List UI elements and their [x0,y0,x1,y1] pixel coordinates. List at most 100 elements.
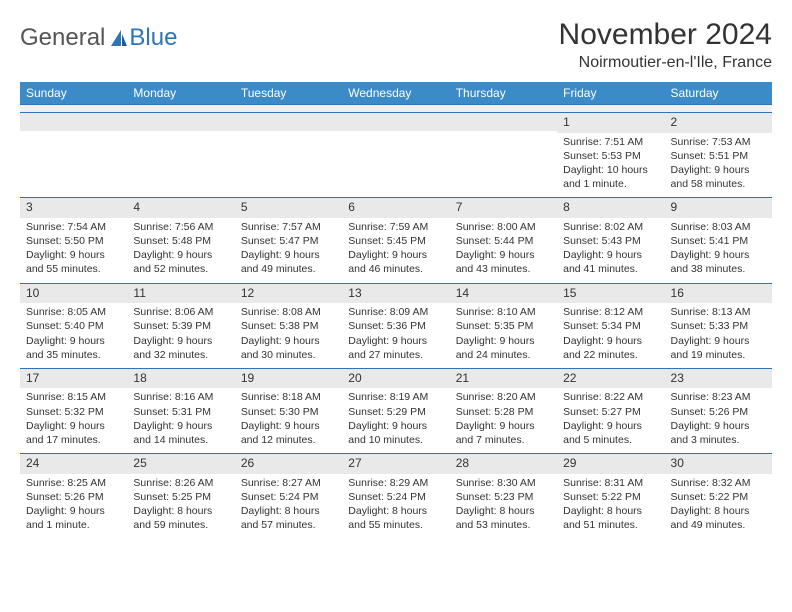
daylight-text: Daylight: 8 hours and 49 minutes. [671,504,766,532]
day-cell: 19Sunrise: 8:18 AMSunset: 5:30 PMDayligh… [235,368,342,453]
day-details: Sunrise: 8:27 AMSunset: 5:24 PMDaylight:… [235,474,342,539]
day-details: Sunrise: 7:57 AMSunset: 5:47 PMDaylight:… [235,218,342,283]
day-details [20,131,127,185]
day-number: 13 [342,284,449,304]
day-cell: 20Sunrise: 8:19 AMSunset: 5:29 PMDayligh… [342,368,449,453]
week-row: 1Sunrise: 7:51 AMSunset: 5:53 PMDaylight… [20,113,772,198]
sunrise-text: Sunrise: 8:30 AM [456,476,551,490]
daylight-text: Daylight: 9 hours and 30 minutes. [241,334,336,362]
sunrise-text: Sunrise: 8:00 AM [456,220,551,234]
sunrise-text: Sunrise: 8:15 AM [26,390,121,404]
day-cell: 1Sunrise: 7:51 AMSunset: 5:53 PMDaylight… [557,113,664,198]
sunrise-text: Sunrise: 8:27 AM [241,476,336,490]
day-details: Sunrise: 8:26 AMSunset: 5:25 PMDaylight:… [127,474,234,539]
sunrise-text: Sunrise: 8:23 AM [671,390,766,404]
day-cell: 28Sunrise: 8:30 AMSunset: 5:23 PMDayligh… [450,454,557,539]
day-details: Sunrise: 8:23 AMSunset: 5:26 PMDaylight:… [665,388,772,453]
day-number: 16 [665,284,772,304]
day-details: Sunrise: 8:30 AMSunset: 5:23 PMDaylight:… [450,474,557,539]
title-block: November 2024 Noirmoutier-en-l'Ile, Fran… [559,18,772,72]
day-cell: 30Sunrise: 8:32 AMSunset: 5:22 PMDayligh… [665,454,772,539]
dow-friday: Friday [557,82,664,105]
daylight-text: Daylight: 9 hours and 27 minutes. [348,334,443,362]
day-cell: 25Sunrise: 8:26 AMSunset: 5:25 PMDayligh… [127,454,234,539]
day-details: Sunrise: 8:22 AMSunset: 5:27 PMDaylight:… [557,388,664,453]
week-row: 3Sunrise: 7:54 AMSunset: 5:50 PMDaylight… [20,198,772,283]
sunrise-text: Sunrise: 7:51 AM [563,135,658,149]
brand-part2: Blue [129,24,177,52]
daylight-text: Daylight: 9 hours and 52 minutes. [133,248,228,276]
daylight-text: Daylight: 9 hours and 49 minutes. [241,248,336,276]
sunset-text: Sunset: 5:47 PM [241,234,336,248]
day-cell: 10Sunrise: 8:05 AMSunset: 5:40 PMDayligh… [20,283,127,368]
day-number: 3 [20,198,127,218]
day-of-week-row: Sunday Monday Tuesday Wednesday Thursday… [20,82,772,105]
day-number: 23 [665,369,772,389]
daylight-text: Daylight: 9 hours and 24 minutes. [456,334,551,362]
day-details: Sunrise: 8:32 AMSunset: 5:22 PMDaylight:… [665,474,772,539]
sunset-text: Sunset: 5:44 PM [456,234,551,248]
day-number: 18 [127,369,234,389]
day-cell [20,113,127,198]
day-details: Sunrise: 8:05 AMSunset: 5:40 PMDaylight:… [20,303,127,368]
day-number: 5 [235,198,342,218]
day-number: 26 [235,454,342,474]
day-number: 15 [557,284,664,304]
day-number: 7 [450,198,557,218]
day-details: Sunrise: 8:12 AMSunset: 5:34 PMDaylight:… [557,303,664,368]
day-number: 10 [20,284,127,304]
day-number: 14 [450,284,557,304]
day-cell: 5Sunrise: 7:57 AMSunset: 5:47 PMDaylight… [235,198,342,283]
day-cell: 16Sunrise: 8:13 AMSunset: 5:33 PMDayligh… [665,283,772,368]
day-cell: 21Sunrise: 8:20 AMSunset: 5:28 PMDayligh… [450,368,557,453]
day-number: 8 [557,198,664,218]
day-number: 24 [20,454,127,474]
day-details [127,131,234,185]
week-row: 24Sunrise: 8:25 AMSunset: 5:26 PMDayligh… [20,454,772,539]
sunrise-text: Sunrise: 8:29 AM [348,476,443,490]
daylight-text: Daylight: 9 hours and 22 minutes. [563,334,658,362]
day-number: 25 [127,454,234,474]
day-number: 20 [342,369,449,389]
sunset-text: Sunset: 5:28 PM [456,405,551,419]
daylight-text: Daylight: 9 hours and 41 minutes. [563,248,658,276]
day-number [127,113,234,131]
daylight-text: Daylight: 9 hours and 12 minutes. [241,419,336,447]
daylight-text: Daylight: 9 hours and 58 minutes. [671,163,766,191]
day-cell [127,113,234,198]
day-cell: 3Sunrise: 7:54 AMSunset: 5:50 PMDaylight… [20,198,127,283]
day-number: 21 [450,369,557,389]
calendar-table: Sunday Monday Tuesday Wednesday Thursday… [20,82,772,538]
sunset-text: Sunset: 5:23 PM [456,490,551,504]
daylight-text: Daylight: 8 hours and 55 minutes. [348,504,443,532]
sunset-text: Sunset: 5:31 PM [133,405,228,419]
sunrise-text: Sunrise: 8:10 AM [456,305,551,319]
day-cell: 23Sunrise: 8:23 AMSunset: 5:26 PMDayligh… [665,368,772,453]
sunset-text: Sunset: 5:45 PM [348,234,443,248]
day-number: 22 [557,369,664,389]
dow-monday: Monday [127,82,234,105]
sunrise-text: Sunrise: 7:59 AM [348,220,443,234]
day-cell: 22Sunrise: 8:22 AMSunset: 5:27 PMDayligh… [557,368,664,453]
day-details: Sunrise: 8:13 AMSunset: 5:33 PMDaylight:… [665,303,772,368]
daylight-text: Daylight: 9 hours and 35 minutes. [26,334,121,362]
sunset-text: Sunset: 5:35 PM [456,319,551,333]
sunrise-text: Sunrise: 8:25 AM [26,476,121,490]
sunset-text: Sunset: 5:26 PM [671,405,766,419]
day-cell: 4Sunrise: 7:56 AMSunset: 5:48 PMDaylight… [127,198,234,283]
day-cell: 26Sunrise: 8:27 AMSunset: 5:24 PMDayligh… [235,454,342,539]
sunset-text: Sunset: 5:36 PM [348,319,443,333]
day-cell [235,113,342,198]
sunset-text: Sunset: 5:25 PM [133,490,228,504]
sunset-text: Sunset: 5:24 PM [348,490,443,504]
sunset-text: Sunset: 5:29 PM [348,405,443,419]
sunrise-text: Sunrise: 8:06 AM [133,305,228,319]
daylight-text: Daylight: 9 hours and 55 minutes. [26,248,121,276]
month-title: November 2024 [559,18,772,52]
sunset-text: Sunset: 5:22 PM [671,490,766,504]
day-details: Sunrise: 8:19 AMSunset: 5:29 PMDaylight:… [342,388,449,453]
day-cell: 24Sunrise: 8:25 AMSunset: 5:26 PMDayligh… [20,454,127,539]
daylight-text: Daylight: 9 hours and 17 minutes. [26,419,121,447]
day-cell: 13Sunrise: 8:09 AMSunset: 5:36 PMDayligh… [342,283,449,368]
day-cell: 6Sunrise: 7:59 AMSunset: 5:45 PMDaylight… [342,198,449,283]
